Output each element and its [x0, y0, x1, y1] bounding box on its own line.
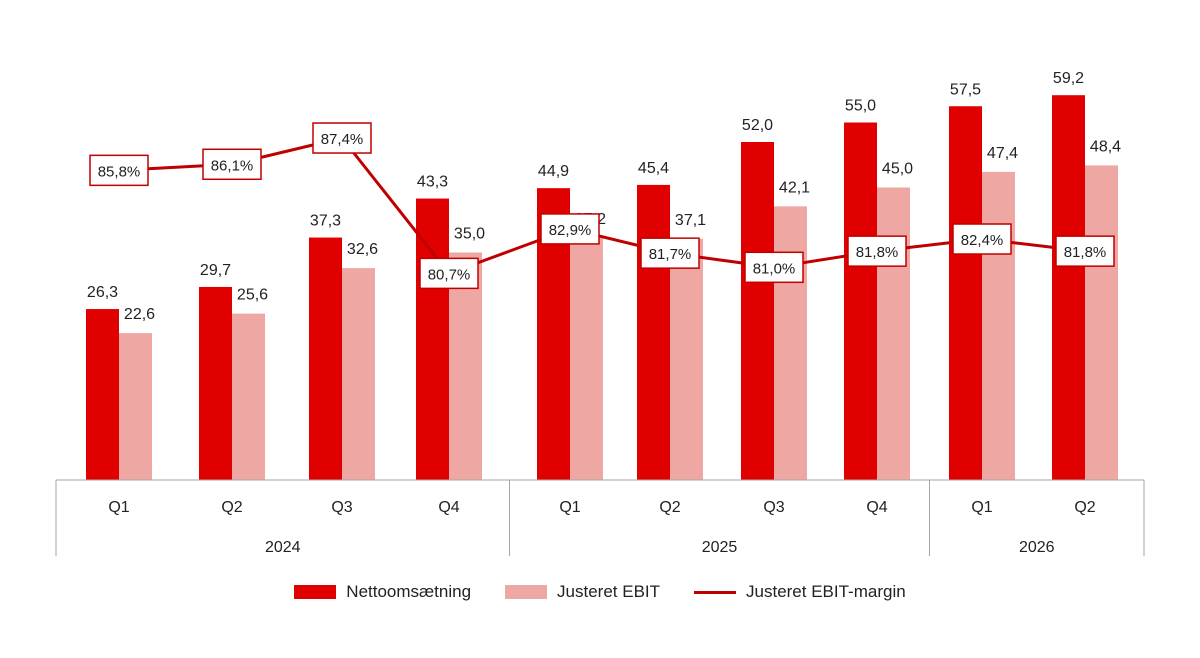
- combo-chart: 26,322,629,725,637,332,643,335,044,937,2…: [55, 70, 1145, 556]
- legend: Nettoomsætning Justeret EBIT Justeret EB…: [0, 582, 1200, 602]
- bar-ebit: [670, 238, 703, 480]
- bar-label-ebit: 22,6: [124, 306, 155, 323]
- bar-label-ebit: 47,4: [987, 145, 1018, 162]
- bar-revenue: [309, 237, 342, 480]
- bar-ebit: [119, 333, 152, 480]
- bar-ebit: [449, 252, 482, 480]
- tick-label: Q1: [108, 499, 129, 516]
- bar-revenue: [844, 122, 877, 480]
- tick-label: Q4: [438, 499, 459, 516]
- bar-label-revenue: 29,7: [200, 262, 231, 279]
- tick-label: Q1: [559, 499, 580, 516]
- margin-label: 80,7%: [428, 266, 471, 283]
- margin-label-box: [89, 154, 149, 187]
- bar-revenue: [86, 309, 119, 480]
- bar-label-revenue: 37,3: [310, 213, 341, 230]
- bar-label-revenue: 44,9: [538, 163, 569, 180]
- margin-label-box: [540, 213, 600, 245]
- legend-swatch-margin: [694, 590, 737, 594]
- bar-label-revenue: 59,2: [1053, 70, 1084, 87]
- tick-label: Q4: [866, 499, 887, 516]
- bar-label-revenue: 57,5: [950, 81, 981, 98]
- bar-ebit: [1085, 165, 1118, 480]
- bar-label-ebit: 42,1: [779, 179, 810, 196]
- tick-label: Q3: [331, 499, 352, 516]
- bar-ebit: [877, 187, 910, 480]
- bar-revenue: [416, 198, 449, 481]
- margin-label-box: [419, 257, 479, 290]
- margin-label: 81,0%: [753, 260, 796, 277]
- year-label: 2025: [702, 539, 738, 556]
- year-label: 2024: [265, 539, 301, 556]
- margin-label: 82,9%: [549, 222, 592, 239]
- margin-label: 86,1%: [211, 157, 254, 174]
- bar-ebit: [570, 238, 603, 480]
- margin-line: [118, 136, 1086, 275]
- bar-label-ebit: 35,0: [454, 226, 485, 243]
- margin-label: 87,4%: [321, 131, 364, 148]
- bar-label-revenue: 55,0: [845, 98, 876, 115]
- year-label: 2026: [1019, 539, 1055, 556]
- legend-label-revenue: Nettoomsætning: [346, 582, 472, 601]
- margin-label-box: [1055, 235, 1115, 267]
- margin-label: 81,8%: [856, 244, 899, 261]
- bar-label-revenue: 26,3: [87, 284, 118, 301]
- margin-label-box: [312, 122, 372, 154]
- tick-label: Q2: [659, 499, 680, 516]
- bar-label-ebit: 25,6: [237, 287, 268, 304]
- legend-item-ebit: Justeret EBIT: [505, 582, 660, 602]
- tick-label: Q3: [763, 499, 784, 516]
- bar-revenue: [741, 142, 774, 480]
- bar-ebit: [982, 171, 1015, 480]
- margin-label: 81,8%: [1064, 244, 1107, 261]
- bar-label-ebit: 45,0: [882, 161, 913, 178]
- legend-item-revenue: Nettoomsætning: [294, 582, 471, 602]
- legend-label-margin: Justeret EBIT-margin: [746, 582, 906, 601]
- bar-revenue: [949, 106, 982, 480]
- bar-label-revenue: 52,0: [742, 117, 773, 134]
- margin-label: 85,8%: [98, 163, 141, 180]
- margin-label: 82,4%: [961, 232, 1004, 249]
- margin-label-box: [952, 223, 1012, 255]
- margin-label: 81,7%: [649, 246, 692, 263]
- bar-label-revenue: 45,4: [638, 160, 669, 177]
- bar-label-ebit: 48,4: [1090, 138, 1121, 155]
- tick-label: Q2: [1074, 499, 1095, 516]
- bar-revenue: [199, 286, 232, 480]
- bar-ebit: [774, 206, 807, 480]
- bar-ebit: [342, 268, 375, 480]
- bar-revenue: [637, 184, 670, 480]
- legend-swatch-ebit: [505, 585, 548, 599]
- bar-label-revenue: 43,3: [417, 174, 448, 191]
- margin-label-box: [640, 237, 700, 269]
- tick-label: Q2: [221, 499, 242, 516]
- bar-label-ebit: 32,6: [347, 241, 378, 258]
- legend-label-ebit: Justeret EBIT: [557, 582, 661, 601]
- margin-label-box: [744, 251, 804, 284]
- bar-label-ebit: 37,1: [675, 212, 706, 229]
- margin-label-box: [202, 148, 262, 181]
- tick-label: Q1: [971, 499, 992, 516]
- bar-ebit: [232, 313, 265, 480]
- legend-item-margin: Justeret EBIT-margin: [694, 582, 906, 602]
- bar-revenue: [1052, 95, 1085, 480]
- legend-swatch-revenue: [294, 585, 337, 599]
- margin-label-box: [847, 235, 907, 267]
